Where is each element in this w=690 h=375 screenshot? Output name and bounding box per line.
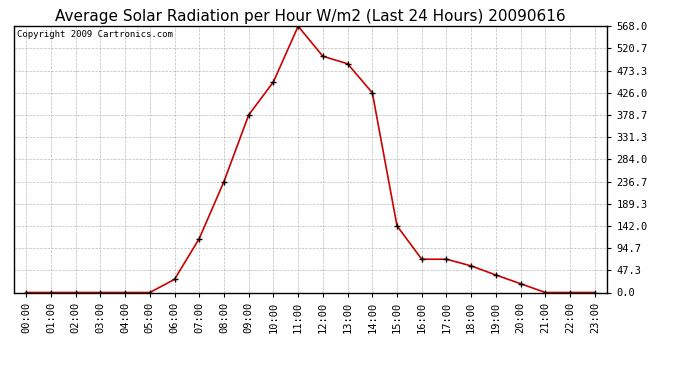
Text: Copyright 2009 Cartronics.com: Copyright 2009 Cartronics.com xyxy=(17,30,172,39)
Title: Average Solar Radiation per Hour W/m2 (Last 24 Hours) 20090616: Average Solar Radiation per Hour W/m2 (L… xyxy=(55,9,566,24)
